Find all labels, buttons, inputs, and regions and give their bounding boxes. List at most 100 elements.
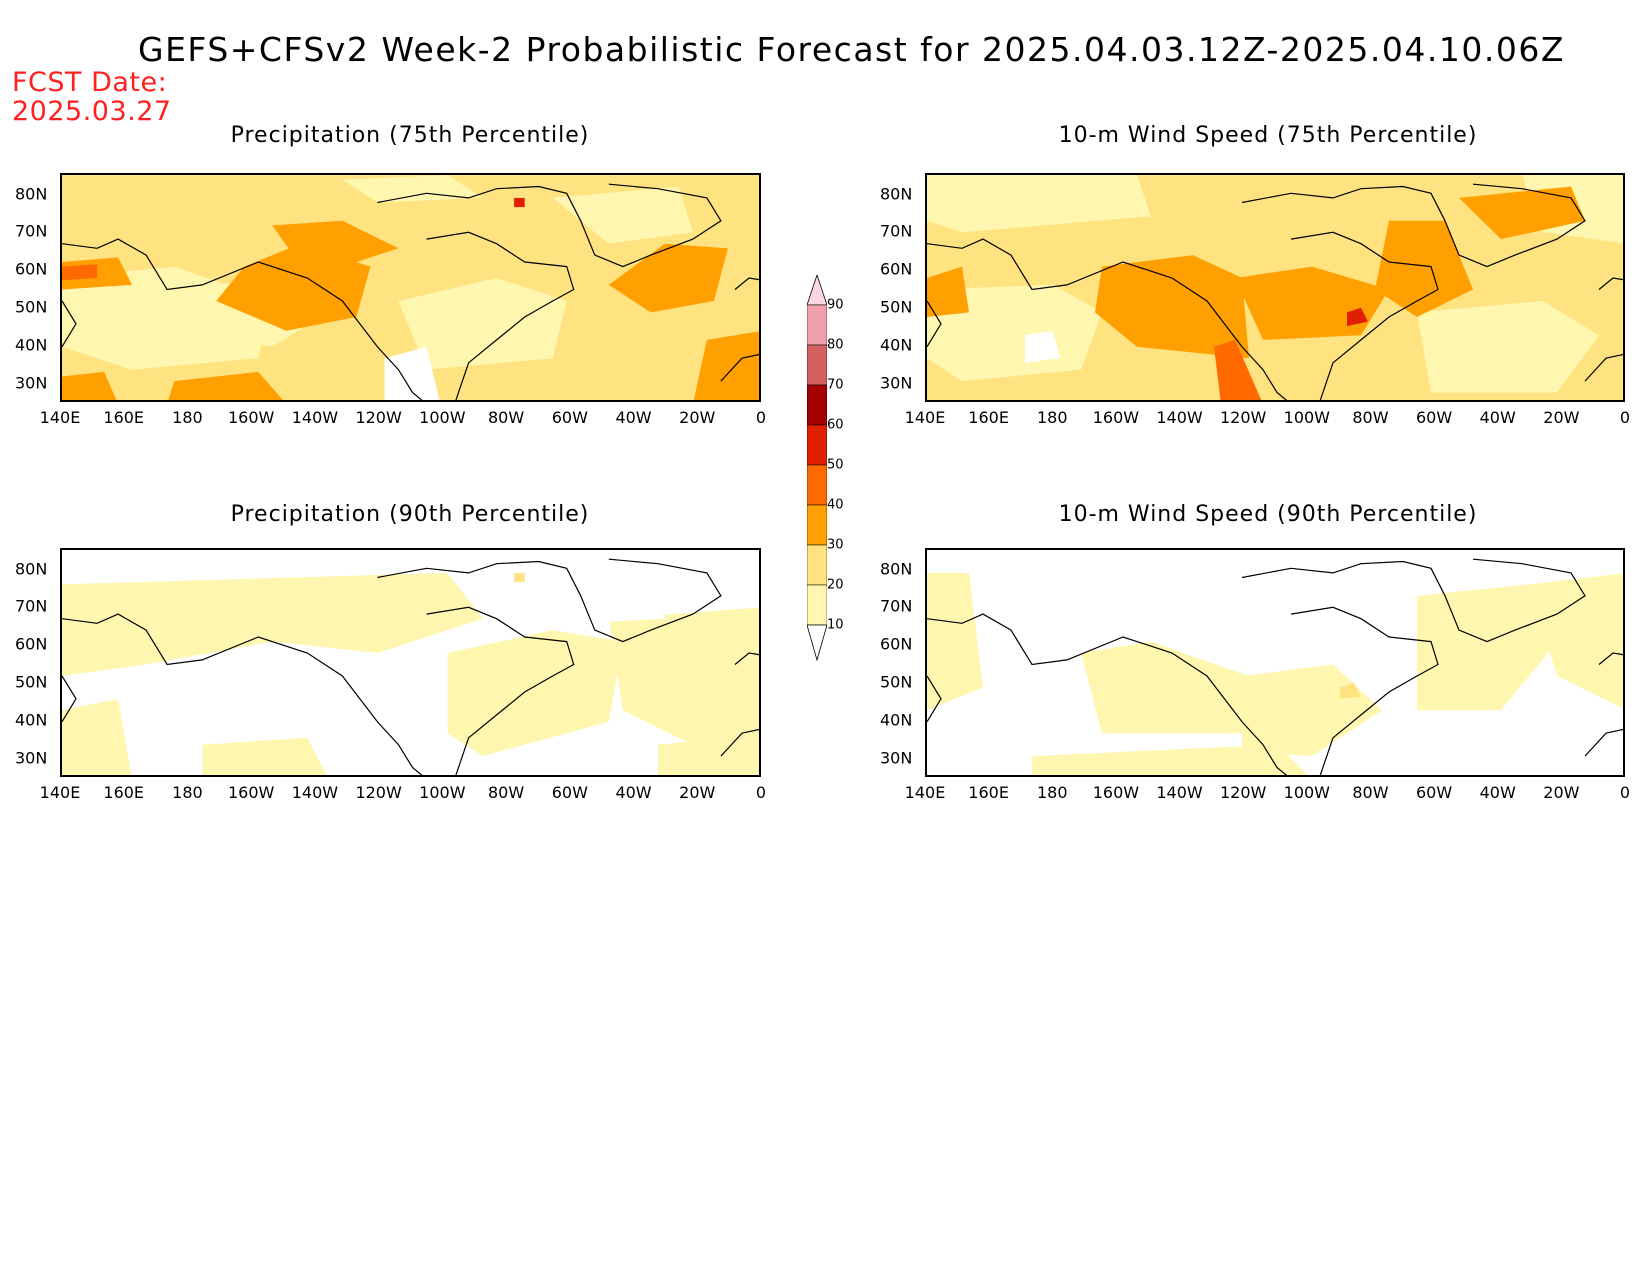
lat-label: 70N [880, 596, 913, 616]
lon-label: 140E [904, 783, 946, 802]
shaded-region [514, 572, 525, 583]
lon-label: 160W [227, 408, 275, 427]
lon-label: 140W [291, 408, 339, 427]
shaded-region [62, 698, 132, 775]
lon-label: 40W [615, 408, 652, 427]
coastline [1290, 231, 1439, 400]
lon-label: 140E [39, 408, 81, 427]
lon-label: 40W [1479, 408, 1516, 427]
lon-label: 160E [103, 783, 145, 802]
lon-label: 100W [1283, 783, 1330, 802]
coastline [720, 728, 759, 757]
coastline [377, 558, 722, 643]
lon-label: 100W [419, 783, 466, 802]
coastline [1241, 558, 1586, 643]
colorbar-level-label: 90 [827, 297, 844, 313]
map-precip90 [60, 548, 761, 777]
lon-label: 140W [291, 783, 339, 802]
fcst-date-value: 2025.03.27 [12, 96, 172, 127]
coastline [1598, 652, 1623, 665]
lon-label: 60W [1415, 408, 1453, 427]
coastline [1584, 728, 1623, 757]
lon-label: 160E [103, 408, 145, 427]
coastline [1290, 606, 1439, 775]
coastline [1584, 353, 1623, 382]
colorbar-segment [807, 544, 827, 586]
lon-label: 100W [419, 408, 466, 427]
coastline [62, 613, 423, 775]
coastline [62, 675, 77, 723]
lat-label: 50N [15, 297, 48, 317]
lat-label: 40N [880, 335, 913, 355]
lon-label: 160W [1092, 783, 1140, 802]
colorbar-segment [807, 304, 827, 346]
lon-label: 20W [1543, 408, 1580, 427]
colorbar-level-label: 40 [827, 497, 844, 513]
map-shading [927, 550, 1623, 775]
coastline [927, 238, 1288, 400]
lon-label: 180 [1036, 408, 1068, 427]
shaded-region [447, 630, 623, 757]
lon-label: 80W [1352, 408, 1389, 427]
coastline [1598, 277, 1623, 290]
shaded-region [62, 371, 117, 400]
lon-label: 60W [551, 408, 588, 427]
lon-label: 160W [227, 783, 275, 802]
shaded-region [384, 346, 440, 400]
lon-label: 20W [679, 408, 716, 427]
lat-label: 70N [880, 221, 913, 241]
lon-label: 60W [1415, 783, 1453, 802]
shaded-region [1417, 301, 1599, 393]
lon-label: 140W [1156, 783, 1203, 802]
colorbar-segment [807, 384, 827, 426]
shaded-region [398, 278, 567, 370]
panel-title-wind75: 10-m Wind Speed (75th Percentile) [1058, 123, 1478, 148]
coastline [720, 353, 759, 382]
coastline [1241, 183, 1586, 268]
shaded-region [608, 607, 759, 745]
lon-label: 120W [1219, 783, 1267, 802]
lat-label: 30N [880, 373, 913, 393]
shaded-region [202, 737, 327, 775]
colorbar-level-label: 70 [827, 377, 844, 393]
lon-label: 80W [487, 408, 525, 427]
coastline [62, 300, 77, 348]
lon-label: 80W [1352, 783, 1389, 802]
shaded-region [1340, 682, 1361, 699]
lat-label: 30N [880, 748, 913, 768]
shaded-region [272, 220, 399, 262]
colorbar-bottom-arrow [807, 624, 827, 662]
lat-label: 30N [15, 373, 48, 393]
shaded-region [1081, 641, 1249, 734]
lat-label: 80N [15, 184, 48, 204]
colorbar-level-label: 20 [827, 577, 844, 593]
lon-label: 0 [755, 783, 767, 802]
lon-label: 0 [1619, 783, 1631, 802]
lon-label: 140E [904, 408, 946, 427]
lat-label: 60N [15, 634, 48, 654]
lon-label: 180 [172, 783, 203, 802]
shaded-region [216, 243, 371, 331]
shaded-region [1095, 255, 1249, 359]
colorbar-top-arrow [807, 275, 827, 306]
lon-label: 160E [968, 408, 1009, 427]
coastline [734, 277, 759, 290]
panel-title-wind90: 10-m Wind Speed (90th Percentile) [1058, 502, 1478, 527]
lon-label: 40W [615, 783, 652, 802]
lon-label: 100W [1283, 408, 1330, 427]
map-shading [62, 175, 759, 400]
shaded-region [927, 266, 969, 317]
lat-label: 80N [880, 559, 913, 579]
shaded-region [1459, 186, 1585, 240]
map-wind75 [925, 173, 1625, 402]
lat-label: 40N [15, 710, 48, 730]
lon-label: 20W [679, 783, 716, 802]
colorbar-segment [807, 504, 827, 546]
shaded-region [514, 197, 525, 208]
lon-label: 140W [1156, 408, 1203, 427]
lat-label: 60N [880, 634, 913, 654]
coastline [62, 238, 423, 400]
shaded-region [1025, 330, 1060, 363]
shaded-region [552, 186, 693, 244]
main-title: GEFS+CFSv2 Week-2 Probabilistic Forecast… [138, 30, 1565, 69]
